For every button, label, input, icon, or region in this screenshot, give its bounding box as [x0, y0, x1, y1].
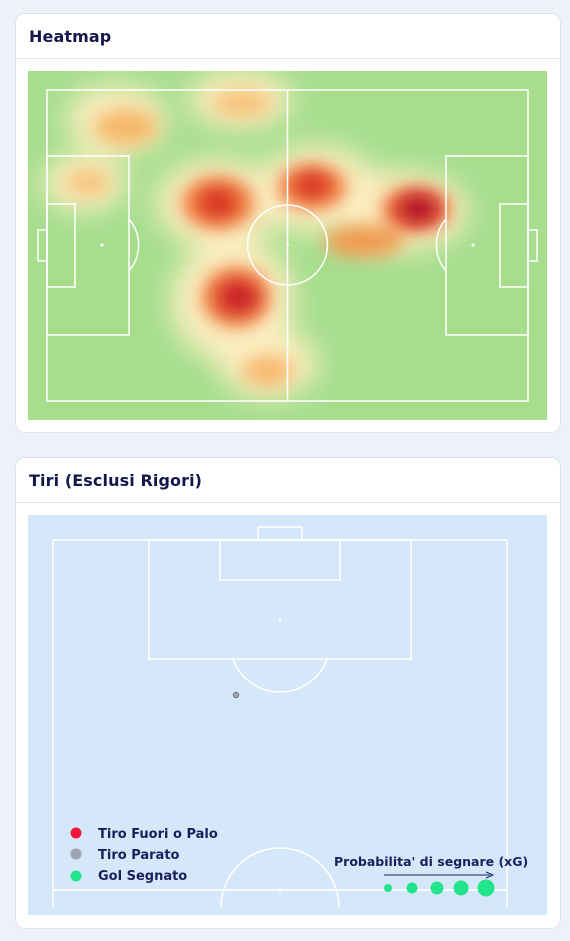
legend-label-saved: Tiro Parato — [98, 848, 180, 863]
shot-legend: Tiro Fuori o Palo Tiro Parato Gol Segnat… — [70, 827, 218, 884]
shots-title: Tiri (Esclusi Rigori) — [29, 470, 203, 490]
shots-card: Tiri (Esclusi Rigori) Tiro Fuori — [15, 457, 561, 929]
xg-size-dot — [477, 879, 495, 897]
xg-arrowhead — [485, 871, 495, 879]
xg-legend: Probabilita' di segnare (xG) — [334, 854, 528, 897]
xg-size-dot — [384, 884, 392, 892]
heatmap-pitch — [28, 71, 547, 420]
legend-label-off-target: Tiro Fuori o Palo — [98, 827, 218, 842]
shots-card-header: Tiri (Esclusi Rigori) — [16, 458, 560, 503]
legend-dot-off-target — [70, 827, 82, 839]
xg-size-dot — [430, 881, 444, 895]
shot-marker[interactable] — [232, 691, 240, 699]
heatmap-card: Heatmap — [15, 13, 561, 433]
heatmap-card-header: Heatmap — [16, 14, 560, 59]
heatmap-title: Heatmap — [29, 26, 112, 46]
legend-label-goal: Gol Segnato — [98, 869, 187, 884]
legend-dot-goal — [70, 870, 82, 882]
shot-map-pitch: Tiro Fuori o Palo Tiro Parato Gol Segnat… — [28, 515, 547, 915]
legend-dot-saved — [70, 848, 82, 860]
xg-size-dot — [406, 882, 418, 894]
xg-legend-label: Probabilita' di segnare (xG) — [334, 854, 528, 869]
xg-size-dot — [453, 880, 469, 896]
